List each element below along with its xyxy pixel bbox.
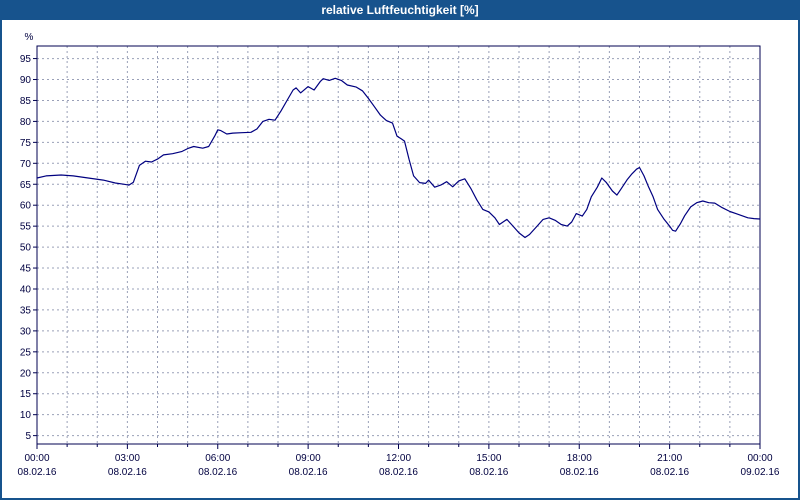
x-tick-time-label: 00:00: [747, 453, 772, 464]
x-tick-time-label: 21:00: [657, 453, 682, 464]
y-tick-label: 35: [20, 305, 32, 316]
x-tick-date-label: 08.02.16: [560, 467, 599, 478]
x-tick-time-label: 09:00: [296, 453, 321, 464]
x-tick-date-label: 08.02.16: [18, 467, 57, 478]
y-tick-label: 30: [20, 326, 32, 337]
y-tick-label: 45: [20, 264, 32, 275]
y-tick-label: 25: [20, 347, 32, 358]
y-tick-label: 20: [20, 368, 32, 379]
y-axis-unit-label: %: [25, 32, 34, 43]
y-tick-label: 5: [25, 431, 31, 442]
x-tick-time-label: 03:00: [115, 453, 140, 464]
y-tick-label: 95: [20, 54, 32, 65]
chart-title-bar: relative Luftfeuchtigkeit [%]: [0, 0, 800, 20]
chart-title: relative Luftfeuchtigkeit [%]: [321, 3, 479, 17]
y-tick-label: 90: [20, 75, 32, 86]
y-tick-label: 15: [20, 389, 32, 400]
y-tick-label: 80: [20, 117, 32, 128]
plot-background: [37, 46, 760, 444]
y-tick-label: 50: [20, 243, 32, 254]
x-tick-date-label: 08.02.16: [469, 467, 508, 478]
x-tick-date-label: 08.02.16: [198, 467, 237, 478]
y-tick-label: 40: [20, 284, 32, 295]
x-tick-date-label: 09.02.16: [741, 467, 780, 478]
y-tick-label: 60: [20, 201, 32, 212]
humidity-line-chart: 5 10 15 20 25 30 35 40 45 50 55 60 65 70 75 80 85 90 95 00:…: [18, 32, 780, 478]
x-tick-date-label: 08.02.16: [108, 467, 147, 478]
x-tick-time-label: 15:00: [476, 453, 501, 464]
y-tick-label: 70: [20, 159, 32, 170]
x-tick-time-label: 12:00: [386, 453, 411, 464]
y-tick-label: 55: [20, 222, 32, 233]
plot-border: [36, 45, 761, 445]
x-tick-date-label: 08.02.16: [379, 467, 418, 478]
x-tick-time-label: 06:00: [205, 453, 230, 464]
chart-area: 5 10 15 20 25 30 35 40 45 50 55 60 65 70 75 80 85 90 95 00:…: [0, 20, 800, 500]
x-tick-date-label: 08.02.16: [289, 467, 328, 478]
series-line-relative-luftfeuchtigkeit: [36, 77, 761, 239]
x-tick-date-label: 08.02.16: [650, 467, 689, 478]
y-tick-label: 75: [20, 138, 32, 149]
y-tick-label: 65: [20, 180, 32, 191]
x-tick-time-label: 18:00: [567, 453, 592, 464]
y-tick-label: 85: [20, 96, 32, 107]
y-tick-label: 10: [20, 410, 32, 421]
x-tick-time-label: 00:00: [24, 453, 49, 464]
